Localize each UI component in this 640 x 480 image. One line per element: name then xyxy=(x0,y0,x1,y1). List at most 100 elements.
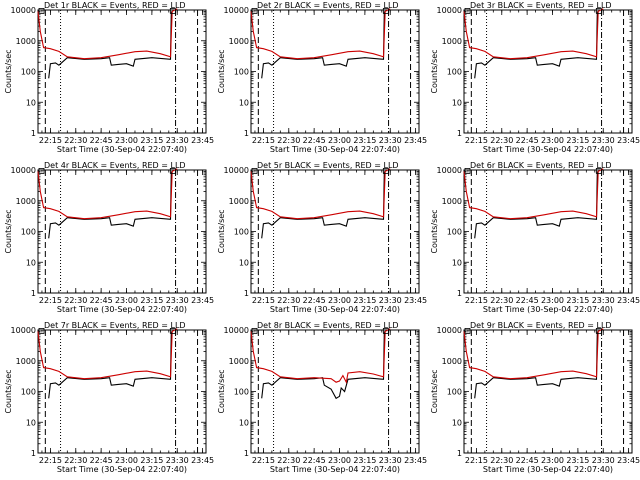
chart-title: Det 9r BLACK = Events, RED = LLD xyxy=(470,321,612,330)
x-tick-label: 23:15 xyxy=(140,136,163,145)
x-tick-label: 23:00 xyxy=(328,456,351,465)
x-tick-label: 22:45 xyxy=(303,136,326,145)
lld-series-line xyxy=(250,168,391,220)
y-tick-label: 10000 xyxy=(437,6,462,15)
x-tick-label: 23:30 xyxy=(592,296,615,305)
events-series-line xyxy=(48,331,172,399)
x-tick-label: 23:30 xyxy=(379,136,402,145)
x-tick-label: 23:00 xyxy=(541,456,564,465)
end-marker xyxy=(169,328,176,334)
chart-panel: Det 3r BLACK = Events, RED = LLD 1 10 100 10… xyxy=(430,1,640,154)
start-marker xyxy=(251,168,258,174)
x-tick-label: 22:15 xyxy=(39,456,62,465)
chart-title: Det 3r BLACK = Events, RED = LLD xyxy=(470,1,612,10)
x-tick-label: 23:00 xyxy=(541,296,564,305)
y-tick-label: 10000 xyxy=(11,166,36,175)
y-tick-label: 1000 xyxy=(16,37,36,46)
y-axis-label: Counts/sec xyxy=(4,209,13,253)
lld-series-line xyxy=(463,8,604,60)
plot-frame xyxy=(463,169,633,294)
y-tick-label: 10 xyxy=(452,418,462,427)
end-marker xyxy=(382,168,389,174)
y-tick-label: 10000 xyxy=(224,166,249,175)
y-tick-label: 10 xyxy=(26,418,36,427)
y-tick-label: 10 xyxy=(239,258,249,267)
x-tick-label: 23:45 xyxy=(617,136,640,145)
x-axis-label: Start Time (30-Sep-04 22:07:40) xyxy=(270,145,400,154)
y-tick-label: 10 xyxy=(452,258,462,267)
y-axis-label: Counts/sec xyxy=(217,209,226,253)
chart-panel: Det 2r BLACK = Events, RED = LLD 1 10 100 10… xyxy=(217,1,427,154)
start-marker xyxy=(251,8,258,14)
x-tick-label: 22:30 xyxy=(64,136,87,145)
events-series-line xyxy=(261,11,385,79)
x-axis-label: Start Time (30-Sep-04 22:07:40) xyxy=(270,305,400,314)
y-tick-label: 1 xyxy=(244,289,249,298)
x-tick-label: 22:30 xyxy=(490,456,513,465)
lld-series-line xyxy=(37,168,178,220)
x-tick-label: 23:30 xyxy=(166,136,189,145)
x-tick-label: 23:45 xyxy=(404,456,427,465)
y-axis-label: Counts/sec xyxy=(217,369,226,413)
y-tick-label: 1000 xyxy=(442,357,462,366)
x-tick-label: 23:30 xyxy=(166,296,189,305)
x-tick-label: 22:45 xyxy=(516,136,539,145)
x-axis-label: Start Time (30-Sep-04 22:07:40) xyxy=(57,305,187,314)
x-tick-label: 23:15 xyxy=(566,456,589,465)
y-tick-label: 1 xyxy=(244,129,249,138)
chart-title: Det 4r BLACK = Events, RED = LLD xyxy=(44,161,186,170)
chart-panel: Det 6r BLACK = Events, RED = LLD 1 10 100 10… xyxy=(430,161,640,314)
y-tick-label: 1 xyxy=(31,129,36,138)
y-tick-label: 10000 xyxy=(437,166,462,175)
x-tick-label: 23:45 xyxy=(617,296,640,305)
x-tick-label: 22:15 xyxy=(39,296,62,305)
plot-frame xyxy=(37,9,207,134)
lld-series-line xyxy=(250,328,391,384)
plot-frame xyxy=(463,9,633,134)
y-tick-label: 1 xyxy=(457,449,462,458)
x-tick-label: 22:30 xyxy=(277,456,300,465)
chart-panel: Det 8r BLACK = Events, RED = LLD 1 10 100 10… xyxy=(217,321,427,474)
x-tick-label: 22:30 xyxy=(277,296,300,305)
y-tick-label: 1000 xyxy=(16,357,36,366)
lld-series-line xyxy=(463,168,604,220)
x-tick-label: 23:00 xyxy=(541,136,564,145)
events-series-line xyxy=(48,171,172,239)
y-axis-label: Counts/sec xyxy=(430,49,439,93)
start-marker xyxy=(38,8,45,14)
x-tick-label: 22:30 xyxy=(277,136,300,145)
x-axis-label: Start Time (30-Sep-04 22:07:40) xyxy=(270,465,400,474)
y-tick-label: 10 xyxy=(452,98,462,107)
events-series-line xyxy=(261,331,385,400)
start-marker xyxy=(251,328,258,334)
x-tick-label: 23:15 xyxy=(566,296,589,305)
y-tick-label: 10000 xyxy=(224,326,249,335)
y-tick-label: 10000 xyxy=(11,326,36,335)
end-marker xyxy=(382,8,389,14)
x-tick-label: 22:30 xyxy=(64,296,87,305)
y-tick-label: 10000 xyxy=(437,326,462,335)
chart-panel: Det 1r BLACK = Events, RED = LLD 1 10 100 10… xyxy=(4,1,214,154)
x-tick-label: 22:15 xyxy=(252,296,275,305)
x-tick-label: 22:15 xyxy=(465,136,488,145)
x-tick-label: 23:30 xyxy=(592,456,615,465)
x-tick-label: 23:30 xyxy=(379,296,402,305)
y-tick-label: 1 xyxy=(244,449,249,458)
x-tick-label: 23:45 xyxy=(191,456,214,465)
x-tick-label: 23:30 xyxy=(592,136,615,145)
y-tick-label: 1000 xyxy=(442,197,462,206)
plot-frame xyxy=(250,329,420,454)
x-tick-label: 23:30 xyxy=(379,456,402,465)
x-axis-label: Start Time (30-Sep-04 22:07:40) xyxy=(483,145,613,154)
x-tick-label: 22:45 xyxy=(90,456,113,465)
end-marker xyxy=(595,8,602,14)
x-tick-label: 23:15 xyxy=(353,456,376,465)
x-tick-label: 22:45 xyxy=(90,296,113,305)
plot-frame xyxy=(37,169,207,294)
y-tick-label: 1 xyxy=(457,129,462,138)
x-tick-label: 22:45 xyxy=(90,136,113,145)
x-tick-label: 23:45 xyxy=(191,296,214,305)
end-marker xyxy=(595,328,602,334)
start-marker xyxy=(38,328,45,334)
